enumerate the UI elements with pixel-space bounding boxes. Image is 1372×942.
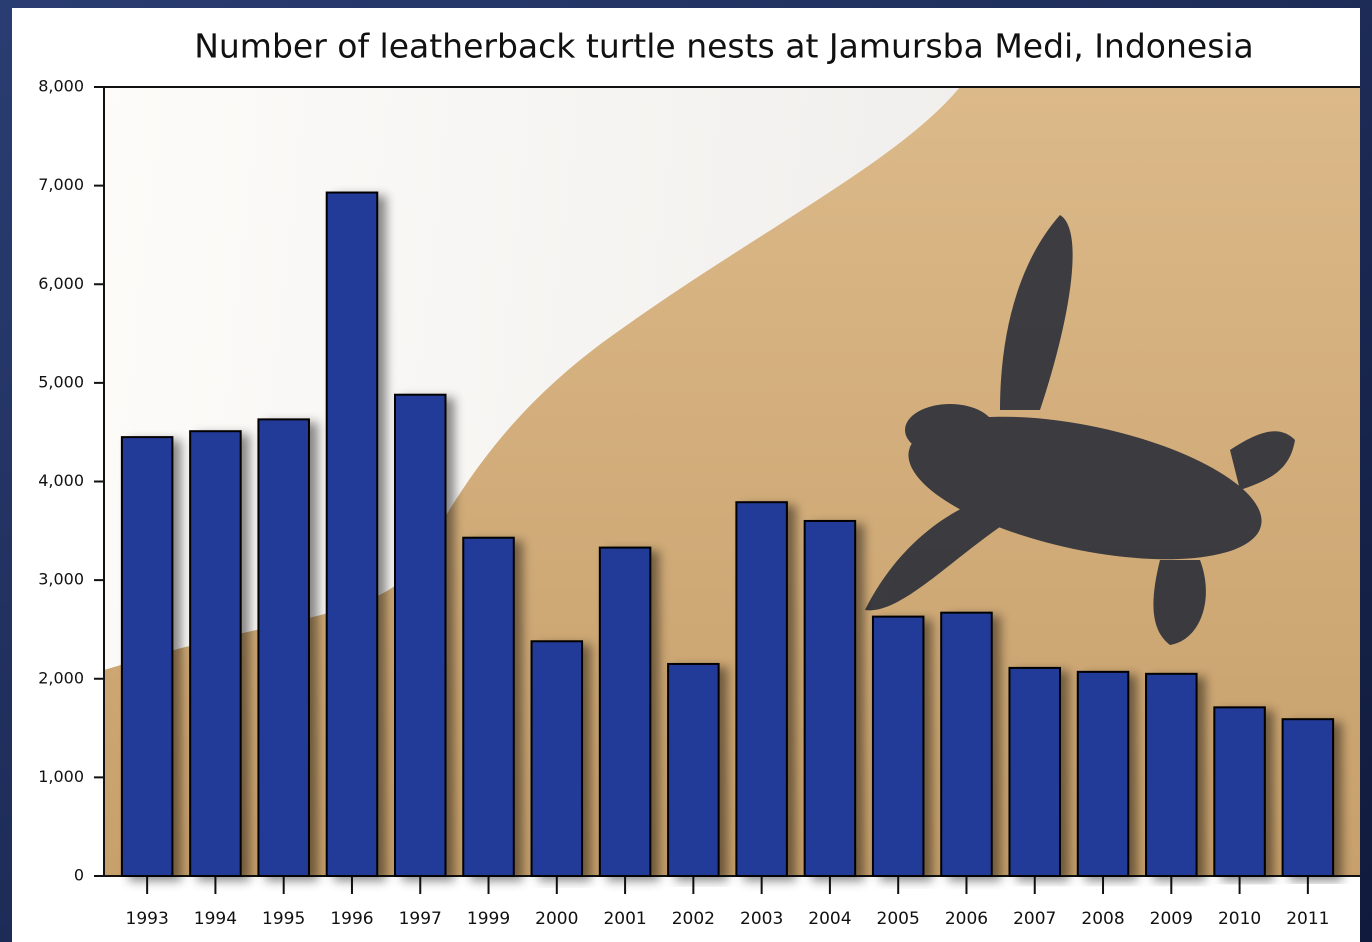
bar [190, 431, 241, 876]
x-tick-label: 2004 [808, 909, 851, 929]
y-tick-label: 5,000 [38, 372, 84, 391]
y-tick-label: 1,000 [38, 767, 84, 786]
x-tick-label: 2010 [1218, 909, 1261, 929]
bar [668, 664, 719, 876]
bar [463, 538, 514, 876]
bar [1146, 674, 1197, 876]
bar [736, 502, 787, 876]
x-tick-label: 2007 [1013, 909, 1056, 929]
bar [873, 617, 924, 876]
x-tick-label: 2000 [535, 909, 578, 929]
bar [532, 641, 583, 876]
bar [1283, 719, 1334, 876]
y-tick-label: 6,000 [38, 274, 84, 293]
page: Number of leatherback turtle nests at Ja… [0, 0, 1372, 942]
x-tick-label: 2008 [1081, 909, 1124, 929]
y-tick-label: 8,000 [38, 77, 84, 96]
bar [395, 395, 446, 876]
x-tick-label: 1996 [330, 909, 373, 929]
y-tick-label: 3,000 [38, 570, 84, 589]
x-tick-label: 2003 [740, 909, 783, 929]
bar [600, 548, 651, 876]
bar [805, 521, 856, 876]
x-tick-label: 1993 [126, 909, 169, 929]
x-tick-label: 2001 [603, 909, 646, 929]
x-tick-label: 2009 [1150, 909, 1193, 929]
bar [1078, 672, 1129, 876]
chart: Number of leatherback turtle nests at Ja… [0, 0, 1372, 942]
y-tick-label: 2,000 [38, 668, 84, 687]
x-tick-label: 1994 [194, 909, 237, 929]
x-tick-label: 1995 [262, 909, 305, 929]
bar [1009, 668, 1060, 876]
x-tick-label: 2002 [672, 909, 715, 929]
y-tick-label: 7,000 [38, 175, 84, 194]
bar [122, 437, 173, 876]
x-tick-label: 2011 [1286, 909, 1329, 929]
x-tick-label: 2005 [877, 909, 920, 929]
x-tick-label: 1999 [467, 909, 510, 929]
x-tick-label: 2006 [945, 909, 988, 929]
chart-title: Number of leatherback turtle nests at Ja… [194, 27, 1254, 66]
y-tick-label: 0 [74, 866, 84, 885]
x-tick-label: 1997 [399, 909, 442, 929]
y-tick-label: 4,000 [38, 471, 84, 490]
bar [1214, 707, 1265, 876]
bar [258, 419, 309, 876]
bar [327, 193, 378, 876]
bar [941, 613, 992, 876]
